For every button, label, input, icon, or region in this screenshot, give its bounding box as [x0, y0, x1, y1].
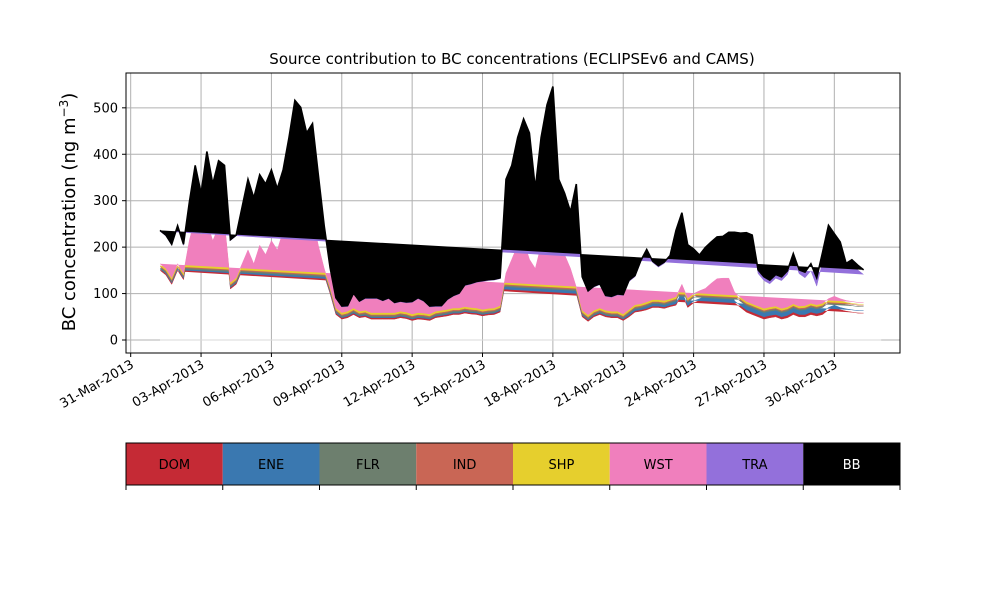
total-outline [159, 86, 865, 307]
y-axis-label-main: BC concentration (ng m [59, 117, 80, 331]
x-tick-label: 09-Apr-2013 [271, 357, 348, 410]
y-tick-label: 500 [93, 101, 118, 116]
y-axis-label: BC concentration (ng m−3) [57, 93, 80, 332]
x-axis: 31-Mar-201303-Apr-201306-Apr-201309-Apr-… [58, 353, 840, 412]
x-tick-label: 30-Apr-2013 [763, 357, 840, 410]
stacked-areas [159, 86, 882, 341]
legend-swatch-ind [416, 443, 513, 485]
x-tick-label: 03-Apr-2013 [130, 357, 207, 410]
x-tick-label: 12-Apr-2013 [341, 357, 418, 410]
legend-label-ene: ENE [258, 458, 284, 473]
legend-swatch-flr [319, 443, 417, 485]
y-tick-label: 300 [93, 194, 118, 209]
legend-label-bb: BB [843, 458, 861, 473]
y-tick-label: 100 [93, 287, 118, 302]
x-tick-label: 24-Apr-2013 [622, 357, 699, 410]
legend-label-dom: DOM [159, 458, 190, 473]
x-tick-label: 06-Apr-2013 [200, 357, 277, 410]
chart-title: Source contribution to BC concentrations… [269, 50, 754, 68]
x-tick-label: 31-Mar-2013 [58, 357, 137, 411]
x-tick-label: 21-Apr-2013 [552, 357, 629, 410]
legend-label-flr: FLR [356, 458, 380, 473]
legend-swatch-ene [222, 443, 320, 485]
y-axis: 0 100 200 300 400 500 [93, 101, 126, 348]
legend-swatch-bb [803, 443, 900, 485]
y-axis-label-exponent: −3 [57, 100, 71, 118]
x-tick-label: 15-Apr-2013 [411, 357, 488, 410]
legend-label-tra: TRA [741, 458, 767, 473]
legend-label-shp: SHP [548, 458, 574, 473]
x-tick-label: 27-Apr-2013 [693, 357, 770, 410]
y-tick-label: 200 [93, 241, 118, 256]
x-tick-label: 18-Apr-2013 [482, 357, 559, 410]
y-tick-label: 0 [110, 333, 118, 348]
y-axis-label-tail: ) [59, 93, 80, 100]
legend-swatch-wst [609, 443, 707, 485]
legend-swatch-tra [706, 443, 804, 485]
legend-label-ind: IND [453, 458, 477, 473]
source-legend: DOM ENE FLR IND SHP WST TRA BB [125, 442, 901, 490]
legend-label-wst: WST [644, 458, 673, 473]
y-tick-label: 400 [93, 148, 118, 163]
legend-swatch-dom [126, 443, 223, 485]
legend-swatch-shp [513, 443, 610, 485]
plot-frame [125, 72, 901, 354]
